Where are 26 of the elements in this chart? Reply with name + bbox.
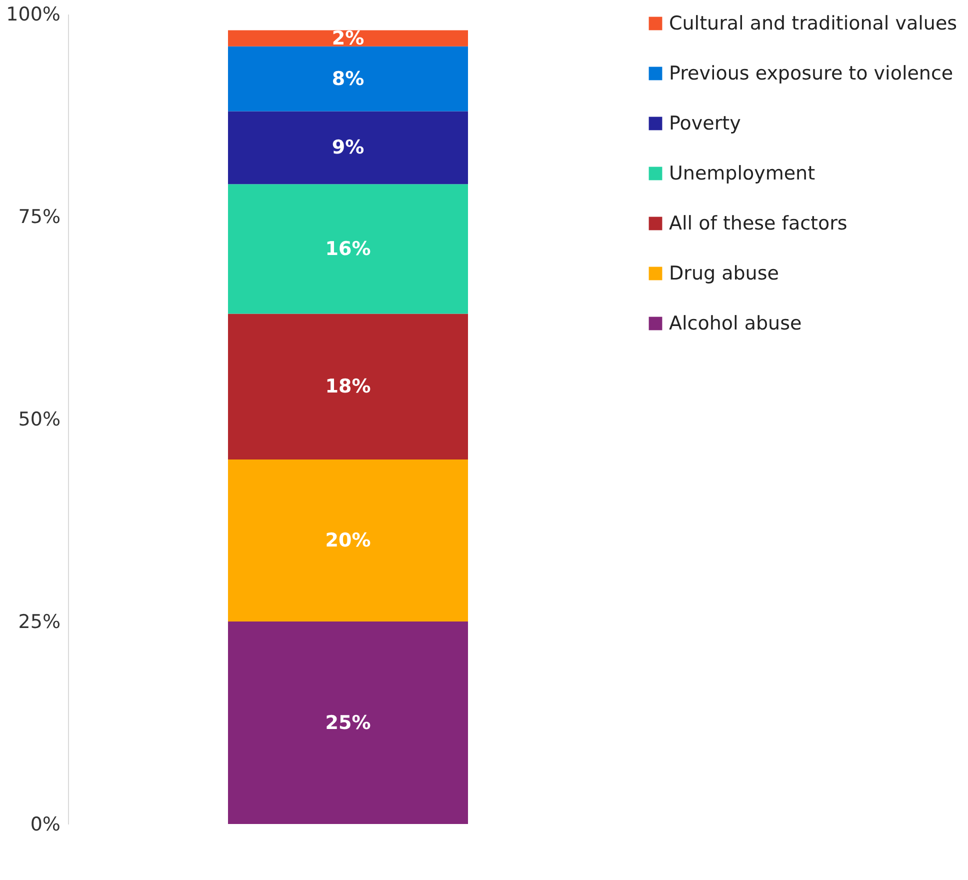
legend-label: Unemployment <box>669 162 816 184</box>
bar <box>228 46 468 112</box>
bar <box>228 314 468 460</box>
data-label: 9% <box>332 136 364 159</box>
legend-label: Drug abuse <box>669 262 779 284</box>
bar <box>228 622 468 824</box>
bar <box>228 184 468 314</box>
y-tick-label: 25% <box>18 611 60 633</box>
data-label: 18% <box>325 376 371 398</box>
data-label: 2% <box>332 27 364 50</box>
legend-label: All of these factors <box>669 212 848 234</box>
bar <box>228 30 468 46</box>
legend-label: Previous exposure to violence <box>669 62 954 84</box>
data-label: 8% <box>332 68 364 90</box>
y-tick-label: 0% <box>30 814 60 836</box>
data-label: 20% <box>325 530 371 552</box>
y-tick-label: 100% <box>6 4 60 26</box>
legend-label: Cultural and traditional values <box>669 12 958 34</box>
data-label: 16% <box>325 238 371 260</box>
data-label: 25% <box>325 712 371 734</box>
y-tick-label: 50% <box>18 408 60 430</box>
bar <box>228 460 468 622</box>
bar <box>228 111 468 184</box>
y-tick-label: 75% <box>18 206 60 228</box>
legend-label: Alcohol abuse <box>669 312 802 334</box>
legend-label: Poverty <box>669 112 741 134</box>
